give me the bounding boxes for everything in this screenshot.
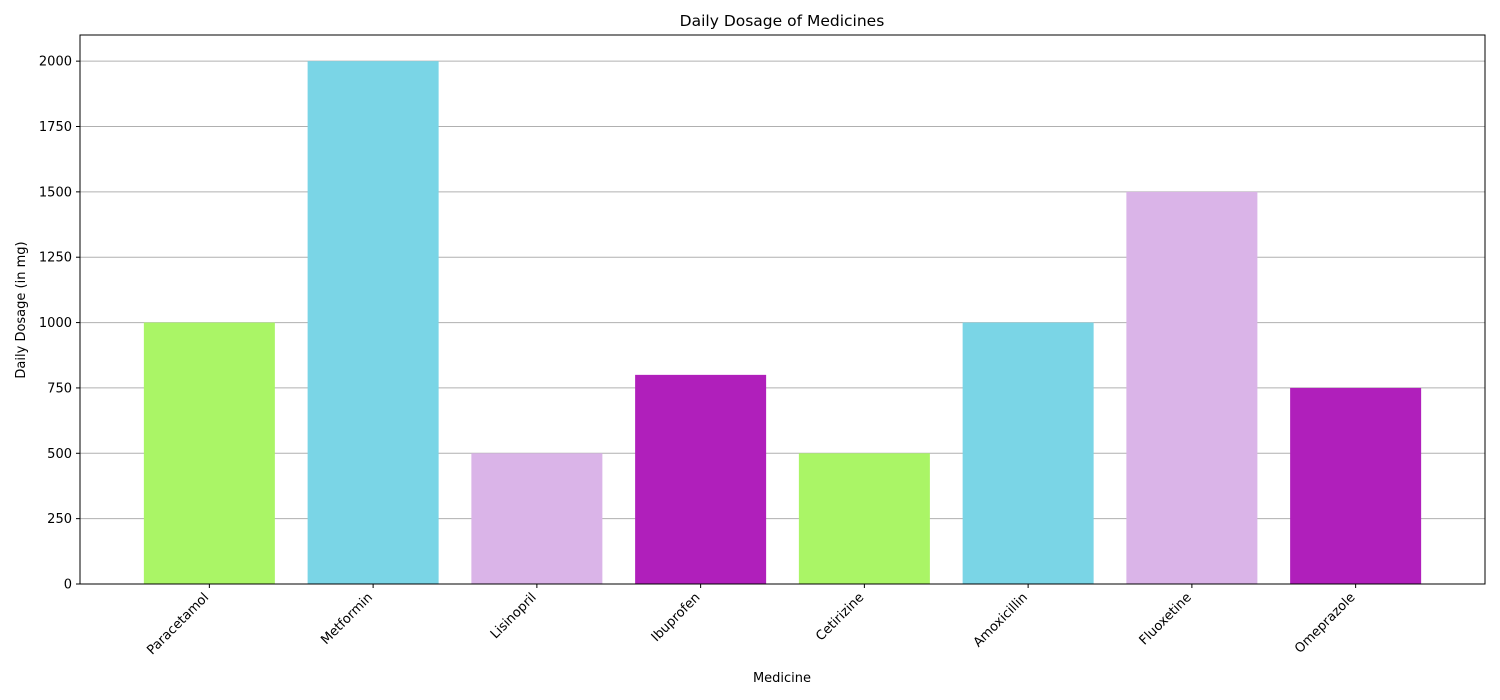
plot-frame xyxy=(79,34,1486,585)
x-tick-label: Omeprazole xyxy=(1292,590,1358,656)
y-tick-label: 500 xyxy=(47,447,72,462)
y-tick-label: 1250 xyxy=(39,251,72,266)
y-tick-label: 1500 xyxy=(39,185,72,200)
y-tick-label: 2000 xyxy=(39,55,72,70)
y-axis-title: Daily Dosage (in mg) xyxy=(14,241,29,378)
x-tick-label: Ibuprofen xyxy=(649,590,704,645)
bar xyxy=(471,453,603,584)
bars xyxy=(143,61,1422,584)
x-tick-label: Amoxicillin xyxy=(971,590,1031,650)
bar xyxy=(1126,191,1258,584)
y-tick-label: 250 xyxy=(47,512,72,527)
y-tick-label: 1750 xyxy=(39,120,72,135)
y-axis-ticks: 0 250 500 750 1000 1250 1500 1750 2000 xyxy=(39,55,80,593)
y-tick-label: 750 xyxy=(47,381,72,396)
bar xyxy=(1290,387,1422,584)
x-tick-label: Fluoxetine xyxy=(1137,590,1195,648)
bar xyxy=(307,61,439,584)
x-tick-label: Paracetamol xyxy=(144,590,212,658)
gridlines xyxy=(80,60,1485,585)
chart-title: Daily Dosage of Medicines xyxy=(680,12,885,30)
bar xyxy=(143,322,275,584)
x-axis-title: Medicine xyxy=(753,671,811,686)
y-tick-label: 1000 xyxy=(39,316,72,331)
y-tick-label: 0 xyxy=(64,578,72,593)
bar xyxy=(962,322,1094,584)
bar xyxy=(798,453,930,584)
x-tick-label: Lisinopril xyxy=(488,590,540,642)
bar xyxy=(635,374,767,584)
x-axis-ticks: Paracetamol Metformin Lisinopril Ibuprofen C… xyxy=(144,584,1358,658)
x-tick-label: Cetirizine xyxy=(813,590,867,644)
x-tick-label: Metformin xyxy=(318,590,376,648)
